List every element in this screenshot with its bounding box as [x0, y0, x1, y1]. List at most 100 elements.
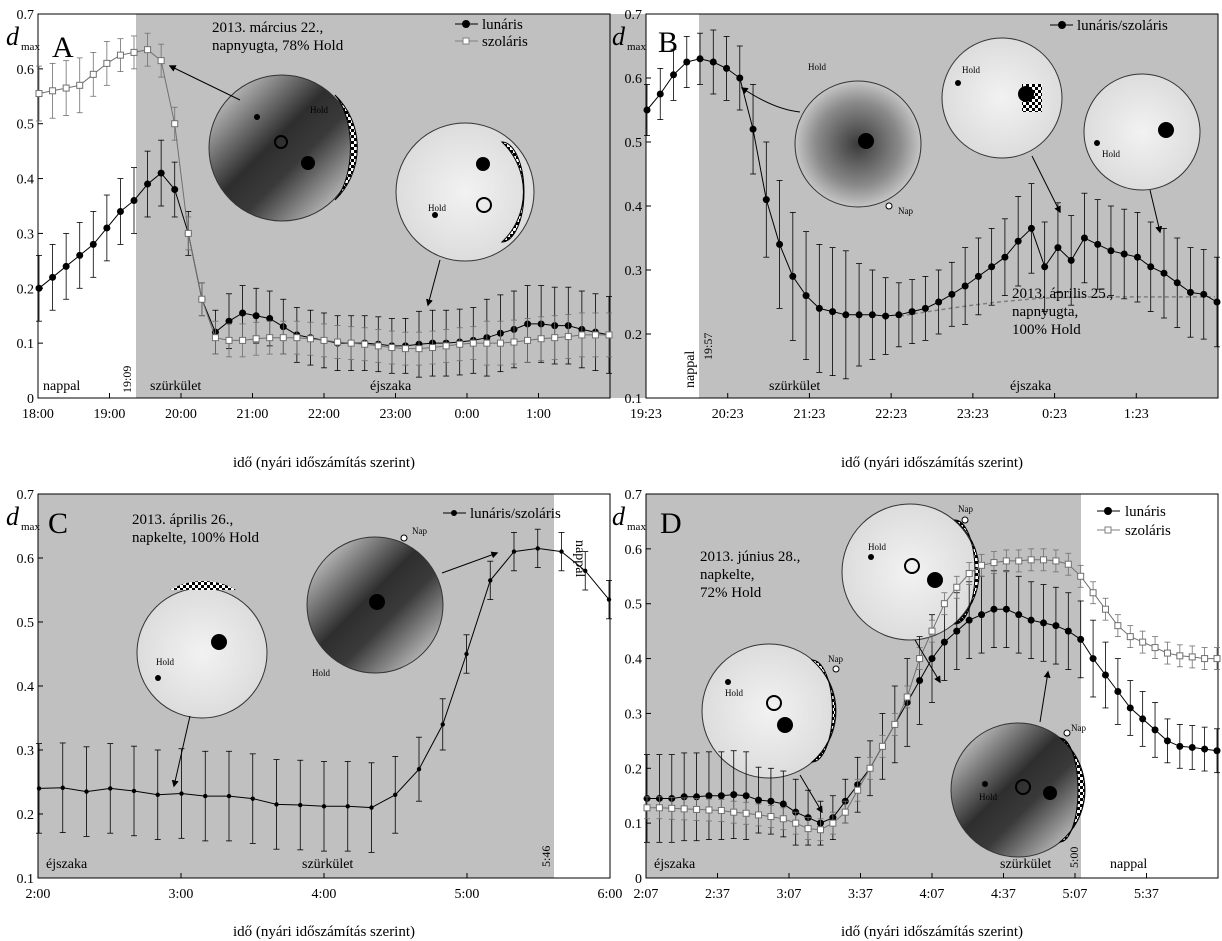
data-point: [656, 90, 664, 98]
sky-image-full-moon-pre-dawn: [136, 581, 268, 719]
data-point: [293, 334, 301, 342]
day-region: [38, 14, 136, 398]
sky-images: [136, 534, 444, 719]
data-point: [643, 106, 651, 114]
data-point: [321, 804, 327, 809]
divider-label: 5:46: [539, 846, 553, 867]
data-point: [369, 805, 374, 810]
zone-label: nappal: [572, 540, 587, 577]
y-tick-label: 0.1: [625, 392, 643, 407]
sky-images: [208, 74, 535, 262]
data-point: [108, 786, 113, 791]
data-point: [130, 48, 138, 56]
divider-label: 19:57: [701, 333, 715, 360]
panel-annotation-line: napkelte,: [700, 567, 755, 583]
data-point: [829, 819, 837, 827]
x-tick-label: 23:00: [380, 407, 412, 422]
x-tick-label: 20:00: [165, 407, 197, 422]
data-point: [1160, 269, 1168, 277]
data-point: [1188, 653, 1196, 661]
legend: lunáris szoláris: [455, 17, 528, 50]
x-tick-label: 5:07: [1063, 887, 1088, 902]
data-point: [1120, 250, 1128, 258]
sky-images: [794, 37, 1201, 210]
data-point: [496, 339, 504, 347]
panel-letter: D: [660, 507, 682, 540]
y-axis-label-subscript: max: [627, 521, 646, 533]
panel-annotation-line: 100% Hold: [1012, 322, 1081, 338]
data-point: [868, 311, 876, 319]
x-tick-label: 3:00: [169, 887, 194, 902]
data-point: [306, 335, 314, 343]
data-point: [762, 196, 770, 204]
x-tick-label: 19:23: [630, 407, 662, 422]
x-tick-label: 0:23: [1042, 407, 1067, 422]
y-tick-label: 0.2: [17, 282, 35, 297]
data-point: [643, 804, 651, 812]
image-label: Nap: [1071, 723, 1086, 733]
image-label: Hold: [962, 65, 981, 75]
data-point: [564, 333, 572, 341]
data-point: [990, 605, 998, 613]
y-tick-label: 0.7: [17, 488, 35, 503]
data-point: [429, 344, 437, 352]
data-point: [1201, 745, 1209, 753]
sky-image-full-moon-night-2: [1083, 73, 1201, 191]
data-point: [1094, 240, 1102, 248]
y-axis-label-subscript: max: [21, 521, 40, 533]
data-point: [940, 600, 948, 608]
y-tick-label: 0.2: [625, 328, 643, 343]
data-point: [415, 345, 423, 353]
data-point: [1015, 611, 1023, 619]
sky-image-pre-dawn: [841, 503, 980, 641]
data-point: [988, 263, 996, 271]
x-axis-label: idő (nyári időszámítás szerint): [841, 924, 1023, 940]
data-point: [723, 64, 731, 72]
x-tick-label: 4:07: [920, 887, 945, 902]
y-tick-label: 0.2: [17, 808, 35, 823]
data-point: [483, 339, 491, 347]
data-point: [1213, 298, 1221, 306]
y-tick-label: 0.5: [625, 598, 643, 613]
x-tick-label: 5:00: [455, 887, 480, 902]
y-tick-label: 0.4: [17, 680, 35, 695]
data-point: [35, 284, 43, 292]
legend-label: szoláris: [482, 34, 528, 50]
data-point: [442, 342, 450, 350]
data-point: [1027, 224, 1035, 232]
data-point: [792, 819, 800, 827]
divider-label: 5:00: [1067, 847, 1081, 868]
data-point: [144, 180, 152, 188]
data-point: [961, 282, 969, 290]
data-point: [298, 802, 303, 808]
data-point: [1001, 253, 1009, 261]
data-point: [1188, 743, 1196, 751]
data-point: [171, 120, 179, 128]
data-point: [203, 793, 208, 799]
data-point: [1114, 622, 1122, 630]
data-point: [62, 262, 70, 270]
image-label: Hold: [428, 203, 447, 213]
zone-label: szürkület: [150, 379, 201, 394]
data-point: [655, 804, 663, 812]
zone-label: éjszaka: [370, 379, 412, 394]
data-point: [401, 345, 409, 353]
zone-label: nappal: [43, 379, 80, 394]
data-point: [1133, 253, 1141, 261]
image-label: Nap: [828, 654, 843, 664]
data-point: [816, 826, 824, 834]
data-point: [717, 792, 725, 800]
y-axis-label-subscript: max: [627, 41, 646, 53]
data-point: [965, 616, 973, 624]
sky-image-full-moon-dusk: [794, 80, 922, 210]
data-point: [1151, 644, 1159, 652]
connector-arrows: [168, 65, 1163, 814]
data-point: [144, 46, 152, 54]
data-point: [935, 298, 943, 306]
data-point: [1077, 572, 1085, 580]
data-point: [730, 791, 738, 799]
x-tick-label: 1:23: [1124, 407, 1149, 422]
data-point: [1213, 655, 1221, 663]
data-point: [974, 272, 982, 280]
image-label: Hold: [312, 668, 331, 678]
